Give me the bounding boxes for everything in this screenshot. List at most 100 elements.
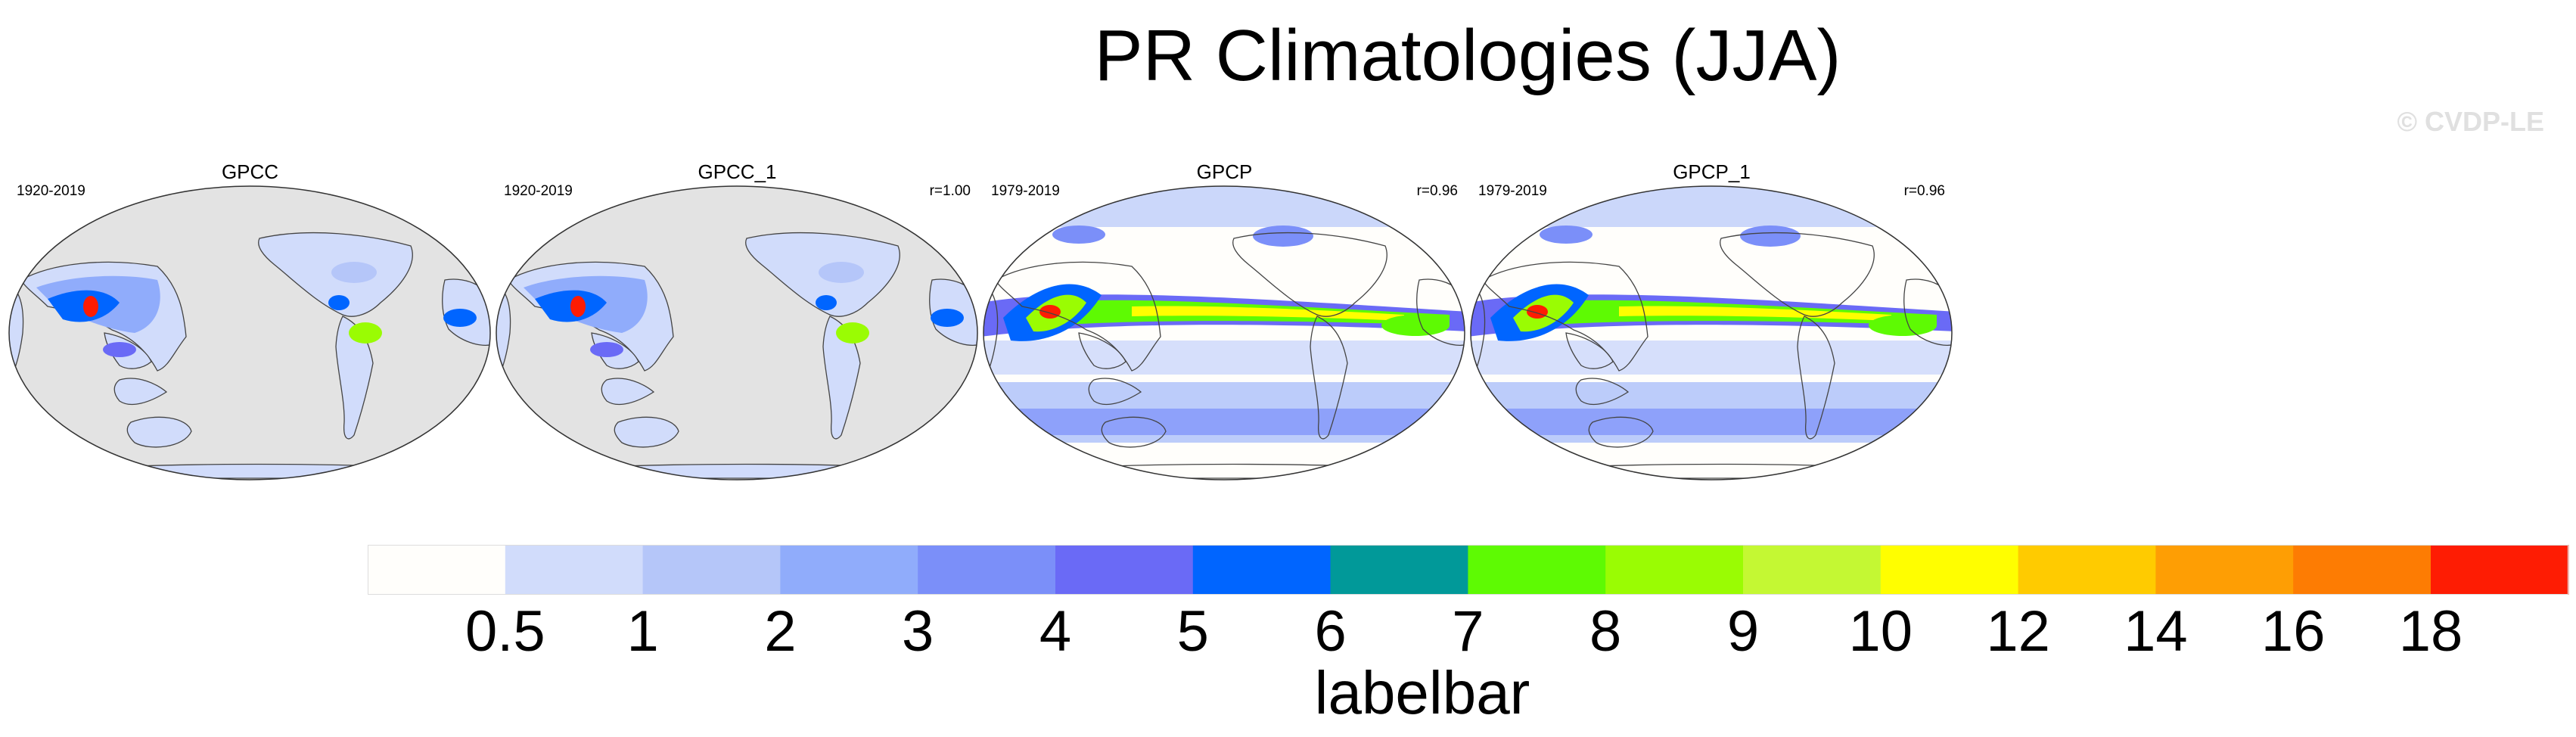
labelbar-tick-label: 18 [2399, 599, 2463, 658]
labelbar-box [368, 545, 506, 595]
landmass [1565, 332, 1614, 369]
labelbar-box [1743, 545, 1882, 595]
map-outline [8, 185, 491, 480]
labelbar-tick-label: 12 [1986, 599, 2050, 658]
landmass [1310, 316, 1348, 440]
precip-band [983, 409, 1465, 435]
precip-band [1740, 225, 1801, 247]
precip-region [103, 342, 136, 357]
precip-band [1471, 186, 1952, 227]
precip-region [331, 262, 377, 283]
precip-region [443, 309, 477, 327]
panel-period: 1920-2019 [504, 183, 573, 199]
panel-period: 1920-2019 [17, 183, 85, 199]
labelbar-box [1605, 545, 1744, 595]
landmass [1482, 261, 1648, 372]
labelbar-tick-label: 5 [1177, 599, 1209, 658]
precip-maximum [570, 296, 586, 317]
landmass [1588, 416, 1654, 448]
landmass [113, 378, 168, 406]
landmass [95, 463, 416, 479]
landmass [1575, 378, 1630, 406]
precip-maximum [83, 296, 98, 317]
labelbar-tick-label: 2 [764, 599, 796, 658]
labelbar-box [780, 545, 918, 595]
precip-region [590, 342, 623, 357]
labelbar-tick-label: 3 [902, 599, 934, 658]
precip-region [819, 262, 864, 283]
panel-title: GPCC [221, 160, 279, 183]
labelbar-tick-label: 4 [1039, 599, 1071, 658]
landmass [1078, 332, 1126, 369]
labelbar-box [2155, 545, 2294, 595]
labelbar-title: labelbar [1314, 659, 1530, 726]
precip-map [1470, 185, 1953, 480]
precip-band [983, 186, 1465, 227]
precip-band [1052, 225, 1105, 244]
landmass [1232, 232, 1387, 317]
landmass [583, 463, 903, 479]
labelbar-tick-label: 8 [1589, 599, 1621, 658]
landmass [1101, 416, 1167, 448]
landmass [1088, 378, 1142, 406]
color-labelbar: 0.5 1 2 3 4 5 6 7 8 9 10 12 14 16 18 [368, 545, 2569, 658]
figure-title: PR Climatologies (JJA) [1094, 15, 1841, 96]
panel-period: 1979-2019 [991, 183, 1060, 199]
labelbar-outline [368, 545, 2568, 595]
ocean-background [9, 186, 490, 480]
labelbar-tick-label: 10 [1849, 599, 1913, 658]
panel-title: GPCC_1 [698, 160, 777, 183]
panel-period: 1979-2019 [1478, 183, 1547, 199]
panel-correlation: r=0.96 [1416, 183, 1458, 199]
labelbar-box [2431, 545, 2569, 595]
labelbar-tick-label: 16 [2261, 599, 2326, 658]
labelbar-tick-label: 1 [626, 599, 658, 658]
precip-band [1471, 409, 1952, 435]
labelbar-box [1468, 545, 1606, 595]
map-outline [983, 185, 1465, 480]
landmass [1720, 232, 1875, 317]
labelbar-box [2293, 545, 2432, 595]
landmass [995, 261, 1161, 372]
labelbar-box [1192, 545, 1332, 595]
labelbar-box [642, 545, 781, 595]
ocean-background [496, 186, 977, 480]
precip-maximum [1527, 305, 1548, 319]
labelbar-tick-label: 14 [2124, 599, 2188, 658]
labelbar-box [918, 545, 1056, 595]
precip-region [816, 295, 837, 310]
landmass [1797, 316, 1835, 440]
labelbar-box [1880, 545, 2019, 595]
labelbar-box [505, 545, 644, 595]
landmass [335, 316, 374, 440]
precip-map [983, 185, 1465, 480]
landmass [614, 416, 679, 448]
precip-band [983, 341, 1465, 375]
map-panel-gpcp-1: GPCP_1 1979-2019 r=0.96 [1468, 151, 1956, 484]
watermark: © CVDP-LE [2397, 106, 2544, 137]
itcz-band [1619, 306, 1891, 321]
map-outline [1470, 185, 1953, 480]
precip-region [349, 322, 382, 344]
panel-title: GPCP [1196, 160, 1253, 183]
map-panel-gpcp: GPCP 1979-2019 r=0.96 [980, 151, 1468, 484]
itcz-band [1132, 306, 1404, 321]
precip-band [1253, 225, 1313, 247]
labelbar-tick-label: 7 [1452, 599, 1484, 658]
labelbar-box [1055, 545, 1194, 595]
precip-band [1540, 225, 1593, 244]
labelbar-tick-label: 0.5 [465, 599, 545, 658]
map-panel-gpcc-1: GPCC_1 1920-2019 r=1.00 [493, 151, 981, 484]
landmass [601, 378, 655, 406]
labelbar-box [2018, 545, 2156, 595]
landmass [1903, 278, 1952, 346]
labelbar-box [1330, 545, 1468, 595]
precip-region [836, 322, 869, 344]
precip-map [496, 185, 978, 480]
map-outline [496, 185, 978, 480]
panel-correlation: r=0.96 [1903, 183, 1945, 199]
landmass [126, 416, 192, 448]
precip-band [1869, 315, 1937, 336]
precip-band [1381, 315, 1450, 336]
precip-maximum [1039, 305, 1061, 319]
